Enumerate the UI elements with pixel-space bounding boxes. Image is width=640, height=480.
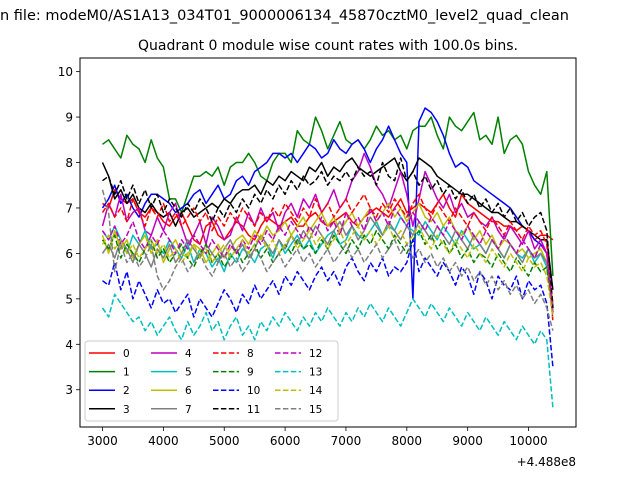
series-line-9	[101, 229, 554, 318]
series-line-6	[101, 202, 554, 304]
x-tick-label: 7000	[331, 434, 362, 448]
legend-label-5: 5	[185, 367, 192, 379]
legend-label-2: 2	[123, 385, 130, 397]
series-line-14	[101, 225, 554, 318]
x-tick-label: 5000	[209, 434, 240, 448]
x-tick-label: 9000	[452, 434, 483, 448]
series-line-11	[102, 157, 554, 308]
figure-suptitle: n file: modeM0/AS1A13_034T01_9000006134_…	[0, 8, 569, 24]
series-line-15	[101, 189, 554, 331]
legend-label-13: 13	[309, 367, 322, 379]
legend-box	[84, 340, 339, 422]
y-tick-label: 9	[65, 111, 73, 125]
x-tick-label: 3000	[87, 434, 118, 448]
series-line-10	[102, 239, 554, 368]
series-line-13	[101, 293, 554, 408]
chart-title: Quadrant 0 module wise count rates with …	[138, 38, 518, 54]
y-axis: 3 4 5 6 7 8 9 10	[58, 65, 80, 397]
x-tick-label: 4000	[148, 434, 179, 448]
x-axis: 3000 4000 5000 6000 7000 8000 9000 10000	[87, 427, 548, 448]
series-line-12	[101, 207, 554, 313]
legend-label-15: 15	[309, 404, 322, 416]
y-tick-label: 3	[65, 383, 73, 397]
x-tick-label: 6000	[270, 434, 301, 448]
legend-label-1: 1	[123, 367, 130, 379]
y-tick-label: 6	[65, 247, 73, 261]
y-tick-label: 4	[65, 338, 73, 352]
legend-label-14: 14	[309, 385, 323, 397]
x-tick-label: 8000	[392, 434, 423, 448]
series-line-1	[102, 111, 554, 277]
x-tick-label: 10000	[509, 434, 547, 448]
legend-label-8: 8	[247, 348, 254, 360]
legend-label-9: 9	[247, 367, 254, 379]
legend-label-0: 0	[123, 348, 130, 360]
plot-area-frame	[79, 57, 577, 428]
legend-label-4: 4	[185, 348, 192, 360]
legend-label-7: 7	[185, 404, 192, 416]
legend-label-3: 3	[123, 404, 130, 416]
legend-label-11: 11	[247, 404, 260, 416]
y-tick-label: 5	[65, 292, 73, 306]
x-axis-offset-label: +4.488e8	[517, 455, 576, 469]
y-tick-label: 10	[58, 65, 73, 79]
legend-label-10: 10	[247, 385, 260, 397]
y-tick-label: 7	[65, 201, 73, 215]
y-tick-label: 8	[65, 156, 73, 170]
series-layer	[101, 107, 554, 408]
series-line-8	[101, 193, 554, 322]
legend-label-6: 6	[185, 385, 192, 397]
legend-label-12: 12	[309, 348, 322, 360]
